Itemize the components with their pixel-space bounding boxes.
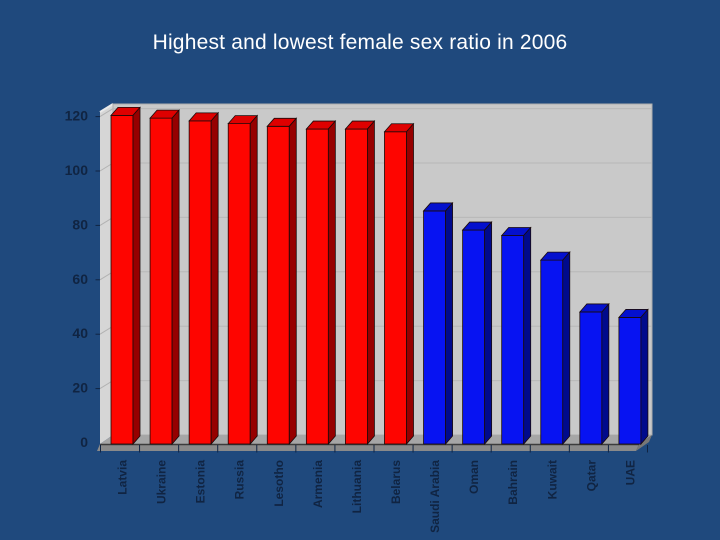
x-axis-label-saudi-arabia: Saudi Arabia (428, 460, 442, 533)
bar-front-face (149, 117, 173, 445)
bar-uae (618, 308, 649, 446)
y-axis-label-40: 40 (72, 325, 88, 341)
bar-front-face (423, 210, 446, 445)
x-axis-label-ukraine: Ukraine (155, 460, 169, 504)
bar-front-face (384, 131, 407, 445)
bar-side-face (210, 111, 219, 446)
bar-oman (461, 220, 493, 446)
bar-kuwait (539, 251, 571, 446)
bar-side-face (249, 114, 258, 446)
bar-side-face (562, 251, 571, 446)
bar-side-face (132, 106, 141, 446)
bar-front-face (266, 125, 290, 445)
bar-front-face (110, 115, 134, 445)
bar-side-face (171, 109, 180, 446)
y-axis-label-80: 80 (72, 216, 88, 232)
bar-qatar (578, 302, 610, 446)
bar-russia (227, 114, 259, 446)
bar-lesotho (266, 117, 298, 446)
left-wall-top-edge (99, 103, 114, 113)
x-axis-label-uae: UAE (623, 460, 637, 485)
bar-front-face (618, 317, 642, 445)
bar-front-face (305, 128, 329, 445)
x-axis-label-russia: Russia (233, 460, 247, 500)
bar-side-face (523, 226, 532, 446)
x-axis-label-lesotho: Lesotho (272, 460, 286, 507)
x-axis-label-latvia: Latvia (116, 460, 130, 495)
bar-latvia (110, 106, 141, 446)
bar-side-face (288, 117, 297, 446)
bar-side-face (484, 220, 493, 446)
x-axis-label-qatar: Qatar (584, 460, 598, 492)
x-axis-label-estonia: Estonia (194, 460, 208, 504)
plot-left-wall (100, 104, 113, 444)
wall-dash-120 (99, 108, 114, 118)
bar-front-face (501, 235, 525, 445)
bar-armenia (305, 119, 337, 446)
bar-side-face (327, 119, 336, 446)
plot-floor-bevel (97, 444, 639, 451)
x-axis-label-lithuania: Lithuania (350, 460, 364, 514)
bar-side-face (640, 308, 649, 446)
bar-front-face (579, 311, 603, 445)
bar-ukraine (149, 109, 180, 446)
bar-front-face (540, 259, 564, 445)
plot-floor-bevel-right (636, 435, 652, 451)
bar-estonia (188, 111, 220, 446)
y-axis-label-120: 120 (65, 108, 89, 124)
x-axis-label-armenia: Armenia (311, 460, 325, 508)
y-axis-label-60: 60 (72, 271, 88, 287)
x-axis-label-bahrain: Bahrain (506, 460, 520, 505)
y-axis-label-100: 100 (65, 162, 89, 178)
bar-side-face (445, 201, 453, 446)
bar-side-face (406, 122, 414, 446)
y-axis-label-20: 20 (72, 380, 88, 396)
bar-saudi-arabia (422, 201, 454, 446)
bar-side-face (601, 302, 610, 446)
bar-front-face (462, 229, 486, 445)
bar-belarus (383, 122, 415, 446)
bar-bahrain (500, 226, 532, 446)
x-axis-label-oman: Oman (467, 460, 481, 494)
bar-front-face (227, 123, 251, 445)
bar-lithuania (344, 119, 376, 446)
x-axis-label-kuwait: Kuwait (545, 460, 559, 499)
bar-side-face (367, 119, 375, 446)
bar-front-face (188, 120, 212, 445)
chart-title: Highest and lowest female sex ratio in 2… (152, 31, 568, 54)
bar-front-face (345, 128, 368, 445)
y-axis-label-0: 0 (80, 434, 88, 450)
x-axis-label-belarus: Belarus (389, 460, 403, 504)
